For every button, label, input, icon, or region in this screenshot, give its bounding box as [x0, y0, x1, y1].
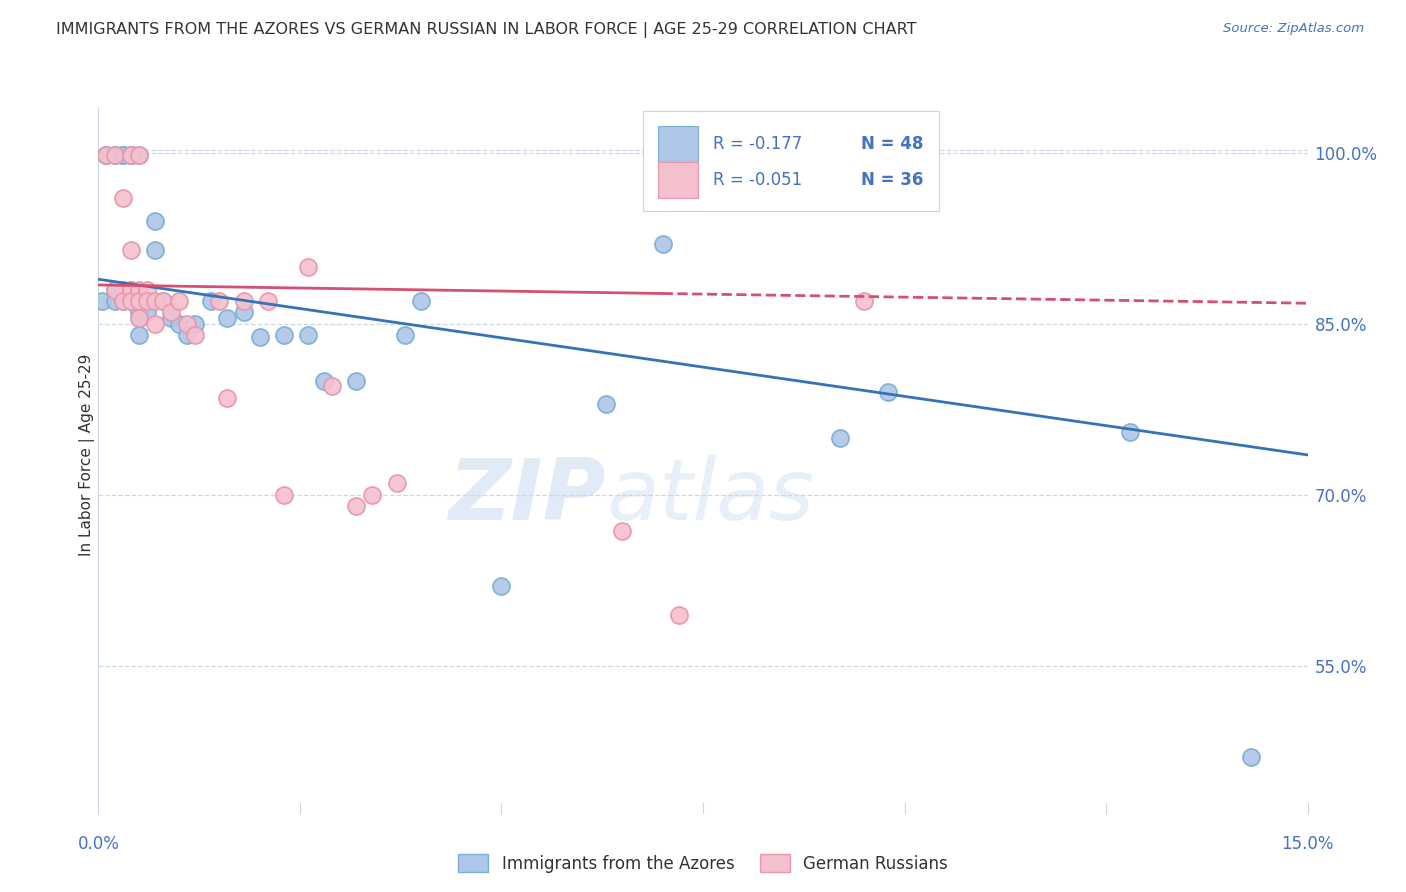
Point	[96, 148, 118, 162]
Point	[160, 305, 183, 319]
Point	[409, 293, 432, 308]
Point	[651, 236, 673, 251]
Point	[176, 328, 198, 343]
Point	[273, 488, 295, 502]
Point	[96, 148, 118, 162]
Point	[877, 385, 900, 400]
Point	[135, 283, 157, 297]
Point	[297, 328, 319, 343]
Point	[128, 293, 150, 308]
Point	[314, 374, 336, 388]
Point	[120, 148, 142, 162]
Point	[344, 500, 367, 514]
Point	[200, 293, 222, 308]
Point	[184, 317, 207, 331]
Point	[111, 293, 134, 308]
Point	[1119, 425, 1142, 439]
Text: atlas: atlas	[606, 455, 814, 538]
Point	[128, 293, 150, 308]
Point	[135, 293, 157, 308]
Point	[103, 283, 125, 297]
Bar	[658, 161, 699, 198]
Point	[217, 391, 239, 405]
Point	[184, 328, 207, 343]
Point	[135, 305, 157, 319]
Point	[297, 260, 319, 274]
Point	[103, 148, 125, 162]
Point	[111, 293, 134, 308]
Point	[321, 379, 343, 393]
Text: N = 48: N = 48	[862, 135, 924, 153]
Point	[128, 148, 150, 162]
Point	[103, 148, 125, 162]
Point	[394, 328, 416, 343]
FancyBboxPatch shape	[643, 111, 939, 211]
Point	[612, 524, 634, 539]
Legend: Immigrants from the Azores, German Russians: Immigrants from the Azores, German Russi…	[451, 847, 955, 880]
Point	[120, 148, 142, 162]
Point	[120, 293, 142, 308]
Text: 0.0%: 0.0%	[77, 835, 120, 853]
Point	[217, 311, 239, 326]
Point	[111, 148, 134, 162]
Point	[91, 293, 114, 308]
Point	[128, 328, 150, 343]
Point	[128, 283, 150, 297]
Text: 15.0%: 15.0%	[1281, 835, 1334, 853]
Point	[273, 328, 295, 343]
Point	[135, 293, 157, 308]
Y-axis label: In Labor Force | Age 25-29: In Labor Force | Age 25-29	[79, 354, 96, 556]
Point	[120, 293, 142, 308]
Point	[143, 293, 166, 308]
Point	[491, 579, 513, 593]
Point	[167, 317, 190, 331]
Point	[249, 330, 271, 344]
Point	[120, 148, 142, 162]
Point	[120, 283, 142, 297]
Point	[111, 283, 134, 297]
Point	[256, 293, 278, 308]
Point	[143, 243, 166, 257]
Point	[111, 148, 134, 162]
Point	[128, 311, 150, 326]
Point	[344, 374, 367, 388]
Point	[853, 293, 876, 308]
Text: N = 36: N = 36	[862, 170, 924, 189]
Point	[152, 293, 174, 308]
Text: R = -0.177: R = -0.177	[713, 135, 801, 153]
Point	[152, 293, 174, 308]
Point	[828, 431, 851, 445]
Point	[120, 243, 142, 257]
Point	[120, 148, 142, 162]
Text: R = -0.051: R = -0.051	[713, 170, 801, 189]
Point	[361, 488, 384, 502]
Point	[96, 148, 118, 162]
Point	[160, 311, 183, 326]
Text: ZIP: ZIP	[449, 455, 606, 538]
Point	[128, 311, 150, 326]
Point	[232, 305, 254, 319]
Point	[111, 191, 134, 205]
Point	[668, 607, 690, 622]
Point	[103, 293, 125, 308]
Point	[111, 148, 134, 162]
Point	[120, 148, 142, 162]
Point	[385, 476, 408, 491]
Point	[103, 148, 125, 162]
Bar	[658, 126, 699, 162]
Point	[143, 317, 166, 331]
Point	[143, 214, 166, 228]
Point	[176, 317, 198, 331]
Point	[128, 305, 150, 319]
Point	[232, 293, 254, 308]
Point	[1240, 750, 1263, 764]
Point	[120, 283, 142, 297]
Point	[208, 293, 231, 308]
Point	[167, 293, 190, 308]
Text: IMMIGRANTS FROM THE AZORES VS GERMAN RUSSIAN IN LABOR FORCE | AGE 25-29 CORRELAT: IMMIGRANTS FROM THE AZORES VS GERMAN RUS…	[56, 22, 917, 38]
Point	[128, 148, 150, 162]
Text: Source: ZipAtlas.com: Source: ZipAtlas.com	[1223, 22, 1364, 36]
Point	[595, 396, 617, 410]
Point	[103, 283, 125, 297]
